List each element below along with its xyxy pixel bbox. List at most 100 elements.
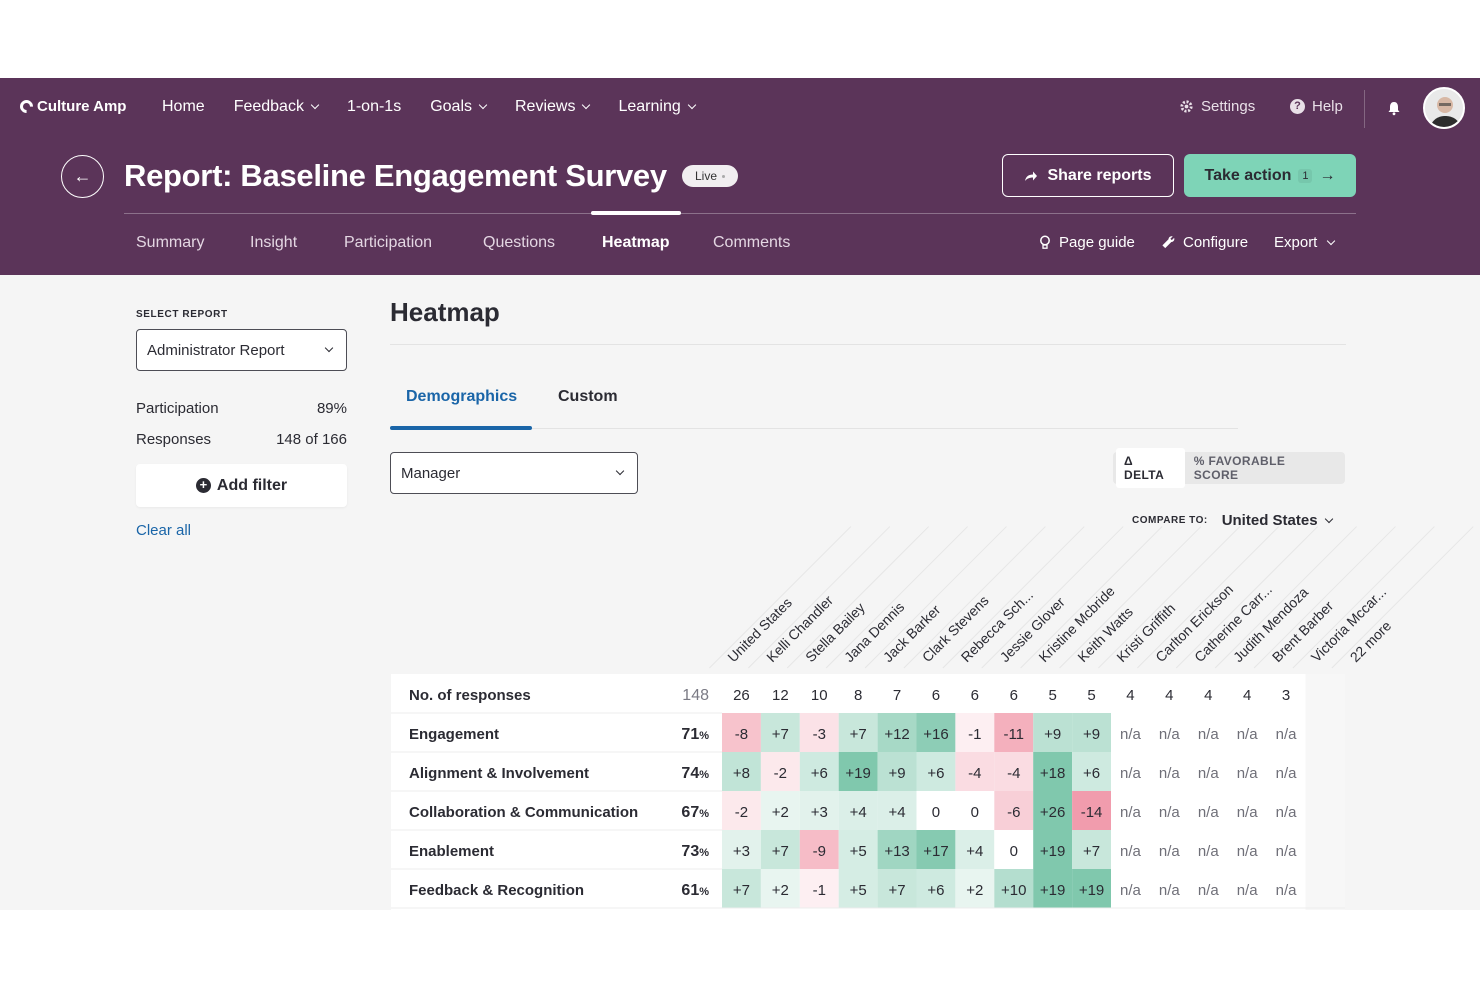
row-label-collaboration-communication[interactable]: Collaboration & Communication: [409, 804, 638, 821]
heatmap-cell[interactable]: [722, 791, 761, 830]
heatmap-cell[interactable]: [760, 713, 800, 752]
heatmap-cell[interactable]: [1111, 830, 1150, 869]
heatmap-cell[interactable]: [722, 869, 761, 908]
take-action-button[interactable]: Take action 1 →: [1184, 154, 1356, 197]
heatmap-cell[interactable]: [994, 791, 1034, 830]
heatmap-cell[interactable]: [838, 830, 878, 869]
heatmap-cell[interactable]: [1188, 752, 1228, 791]
heatmap-cell[interactable]: [1188, 791, 1228, 830]
heatmap-cell[interactable]: [1033, 713, 1073, 752]
heatmap-cell[interactable]: [955, 869, 995, 908]
heatmap-cell[interactable]: [1033, 830, 1073, 869]
heatmap-cell[interactable]: [877, 674, 917, 713]
heatmap-cell[interactable]: [1149, 713, 1189, 752]
heatmap-cell[interactable]: [1227, 869, 1267, 908]
heatmap-cell[interactable]: [722, 674, 761, 713]
heatmap-cell[interactable]: [1227, 713, 1267, 752]
heatmap-cell[interactable]: [916, 674, 956, 713]
user-avatar[interactable]: [1423, 87, 1465, 129]
tab-summary[interactable]: Summary: [136, 234, 205, 251]
nav-item-feedback[interactable]: Feedback: [234, 98, 320, 116]
report-select[interactable]: Administrator Report: [136, 329, 347, 371]
heatmap-cell[interactable]: [722, 713, 761, 752]
heatmap-cell[interactable]: [799, 830, 839, 869]
heatmap-cell[interactable]: [760, 830, 800, 869]
heatmap-cell[interactable]: [877, 713, 917, 752]
row-label-engagement[interactable]: Engagement: [409, 726, 499, 743]
heatmap-cell[interactable]: [1266, 830, 1306, 869]
heatmap-cell[interactable]: [1072, 752, 1111, 791]
nav-item-learning[interactable]: Learning: [618, 98, 696, 116]
heatmap-cell[interactable]: [1227, 791, 1267, 830]
heatmap-cell[interactable]: [799, 869, 839, 908]
heatmap-cell[interactable]: [760, 869, 800, 908]
add-filter-button[interactable]: + Add filter: [136, 464, 347, 507]
heatmap-cell[interactable]: [1266, 674, 1306, 713]
heatmap-cell[interactable]: [916, 791, 956, 830]
heatmap-cell[interactable]: [722, 830, 761, 869]
clear-all-link[interactable]: Clear all: [136, 522, 192, 539]
heatmap-cell[interactable]: [1111, 752, 1150, 791]
heatmap-cell[interactable]: [1111, 713, 1150, 752]
heatmap-cell[interactable]: [1111, 674, 1150, 713]
heatmap-cell[interactable]: [1227, 752, 1267, 791]
culture-amp-logo[interactable]: Culture Amp: [17, 97, 126, 116]
heatmap-cell[interactable]: [877, 830, 917, 869]
heatmap-cell[interactable]: [1033, 674, 1073, 713]
share-reports-button[interactable]: Share reports: [1002, 154, 1174, 197]
heatmap-cell[interactable]: [838, 791, 878, 830]
heatmap-cell[interactable]: [760, 674, 800, 713]
heatmap-cell[interactable]: [1149, 791, 1189, 830]
heatmap-cell[interactable]: [799, 713, 839, 752]
heatmap-cell[interactable]: [877, 752, 917, 791]
heatmap-cell[interactable]: [760, 752, 800, 791]
heatmap-cell[interactable]: [1149, 830, 1189, 869]
heatmap-cell[interactable]: [994, 830, 1034, 869]
heatmap-cell[interactable]: [1149, 869, 1189, 908]
heatmap-cell[interactable]: [994, 752, 1034, 791]
heatmap-cell[interactable]: [838, 674, 878, 713]
nav-item-1-on-1s[interactable]: 1-on-1s: [347, 98, 401, 116]
heatmap-cell[interactable]: [1111, 869, 1150, 908]
heatmap-cell[interactable]: [1072, 830, 1111, 869]
tab-questions[interactable]: Questions: [483, 234, 556, 251]
heatmap-cell[interactable]: [955, 791, 995, 830]
heatmap-cell[interactable]: [916, 752, 956, 791]
heatmap-cell[interactable]: [1072, 674, 1111, 713]
favorable-mode-button[interactable]: % FAVORABLE SCORE: [1193, 454, 1286, 482]
heatmap-cell[interactable]: [994, 869, 1034, 908]
export-dropdown[interactable]: Export: [1274, 234, 1336, 251]
tab-custom[interactable]: Custom: [558, 388, 618, 405]
heatmap-cell[interactable]: [838, 869, 878, 908]
heatmap-cell[interactable]: [955, 830, 995, 869]
heatmap-cell[interactable]: [1149, 674, 1189, 713]
heatmap-cell[interactable]: [955, 713, 995, 752]
heatmap-cell[interactable]: [1266, 869, 1306, 908]
help-link[interactable]: ? Help: [1290, 98, 1343, 115]
heatmap-cell[interactable]: [838, 752, 878, 791]
heatmap-cell[interactable]: [1266, 791, 1306, 830]
heatmap-cell[interactable]: [916, 869, 956, 908]
heatmap-cell[interactable]: [877, 869, 917, 908]
row-label-feedback-recognition[interactable]: Feedback & Recognition: [409, 882, 584, 899]
notification-bell-icon[interactable]: [1386, 100, 1402, 116]
tab-participation[interactable]: Participation: [344, 234, 433, 251]
heatmap-cell[interactable]: [1188, 713, 1228, 752]
group-by-select[interactable]: Manager: [390, 452, 638, 494]
heatmap-cell[interactable]: [1227, 830, 1267, 869]
heatmap-cell[interactable]: [1266, 752, 1306, 791]
page-guide-link[interactable]: Page guide: [1038, 234, 1135, 251]
heatmap-cell[interactable]: [1072, 713, 1111, 752]
heatmap-cell[interactable]: [1188, 674, 1228, 713]
heatmap-cell[interactable]: [955, 752, 995, 791]
heatmap-cell[interactable]: [760, 791, 800, 830]
back-button[interactable]: ←: [61, 155, 104, 198]
heatmap-cell[interactable]: [916, 713, 956, 752]
tab-heatmap[interactable]: Heatmap: [602, 234, 670, 251]
compare-to-select[interactable]: United States: [1222, 512, 1333, 529]
row-label-alignment-involvement[interactable]: Alignment & Involvement: [409, 765, 589, 782]
heatmap-cell[interactable]: [1033, 869, 1073, 908]
heatmap-cell[interactable]: [1033, 791, 1073, 830]
heatmap-cell[interactable]: [955, 674, 995, 713]
heatmap-cell[interactable]: [1149, 752, 1189, 791]
